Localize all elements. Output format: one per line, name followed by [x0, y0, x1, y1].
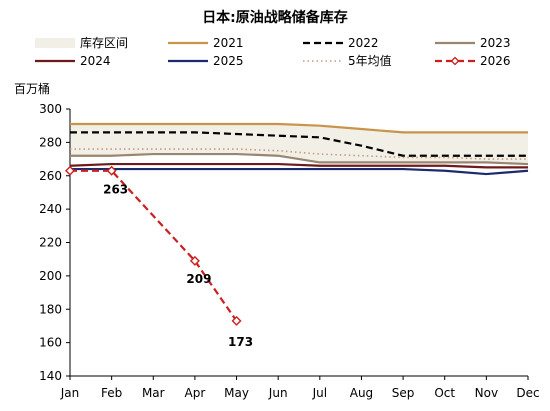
- x-tick-label: Dec: [516, 386, 539, 400]
- series-line-2023: [70, 152, 529, 166]
- series-marker-2026: [106, 165, 117, 176]
- legend-label: 2021: [213, 36, 244, 50]
- band-area: [70, 124, 528, 165]
- x-tick-label: Sep: [392, 386, 415, 400]
- x-tick-label: Mar: [142, 386, 165, 400]
- legend-label: 2025: [213, 54, 244, 68]
- y-tick-label: 260: [39, 169, 62, 183]
- legend-item: 2023: [435, 36, 511, 50]
- legend-label: 5年均值: [348, 53, 392, 68]
- y-tick-label: 240: [39, 202, 62, 216]
- legend-swatch: [35, 38, 75, 48]
- y-tick-label: 140: [39, 369, 62, 383]
- series-line-2025: [70, 167, 529, 176]
- legend-label: 2022: [348, 36, 379, 50]
- x-tick-label: Jun: [268, 386, 288, 400]
- x-tick-label: Nov: [475, 386, 498, 400]
- legend-item: 2022: [303, 36, 379, 50]
- legend-item: 2024: [35, 54, 111, 68]
- legend-label: 库存区间: [80, 35, 128, 50]
- x-tick-label: Jan: [60, 386, 80, 400]
- series-marker-2026: [65, 165, 75, 176]
- legend-item: 2026: [435, 54, 511, 68]
- data-label: 173: [228, 335, 253, 349]
- y-tick-label: 160: [39, 336, 62, 350]
- x-tick-label: Apr: [185, 386, 206, 400]
- legend-label: 2024: [80, 54, 111, 68]
- x-tick-label: May: [224, 386, 249, 400]
- x-tick-label: Feb: [101, 386, 122, 400]
- y-tick-label: 280: [39, 135, 62, 149]
- legend-marker: [450, 56, 460, 66]
- y-axis-unit: 百万桶: [14, 81, 50, 96]
- series-line-2024: [69, 162, 528, 169]
- y-tick-label: 200: [39, 269, 62, 283]
- y-tick-label: 220: [39, 236, 62, 250]
- legend: 库存区间 2021 2022 2023 2024 2025 5年均值 2026: [35, 35, 511, 68]
- x-tick-label: Aug: [350, 386, 373, 400]
- series-line-2026: [70, 169, 238, 322]
- plot-area: 140 160 180 200 220 240 260 280 300 Jan Feb Mar Apr M…: [39, 102, 540, 400]
- y-tick-label: 300: [39, 102, 62, 116]
- legend-label: 2026: [480, 54, 511, 68]
- legend-label: 2023: [480, 36, 511, 50]
- x-tick-label: Jul: [312, 386, 327, 400]
- chart-title: 日本:原油战略储备库存: [202, 9, 348, 26]
- series-marker-2026: [231, 315, 242, 326]
- series-marker-2026: [189, 255, 200, 266]
- legend-item: 5年均值: [303, 53, 392, 68]
- legend-item: 2021: [168, 36, 244, 50]
- data-label: 263: [103, 183, 128, 197]
- legend-item: 2025: [168, 54, 244, 68]
- series-line-2021: [70, 122, 528, 134]
- y-tick-label: 180: [39, 302, 62, 316]
- x-tick-label: Oct: [434, 386, 455, 400]
- legend-item: 库存区间: [35, 35, 128, 50]
- data-label: 209: [186, 272, 211, 286]
